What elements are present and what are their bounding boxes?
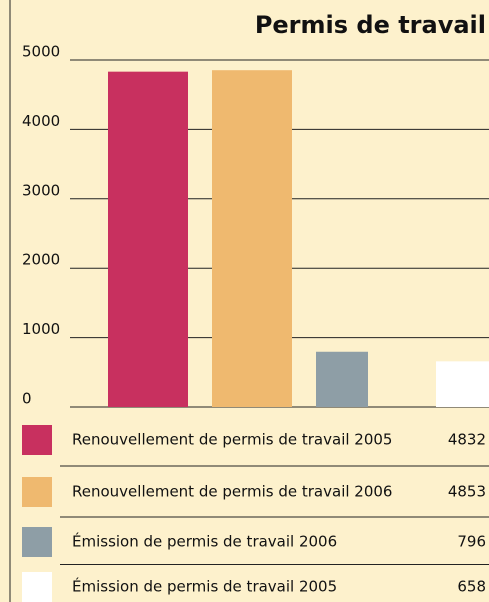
bar — [108, 71, 188, 407]
legend-label: Renouvellement de permis de travail 2006 — [72, 483, 392, 501]
legend-label: Émission de permis de travail 2005 — [72, 577, 337, 596]
legend-value: 658 — [457, 578, 486, 596]
legend-swatch — [22, 425, 52, 455]
y-tick-label: 5000 — [22, 43, 60, 61]
y-tick-label: 0 — [22, 390, 32, 408]
bar — [212, 70, 292, 408]
y-tick-label: 2000 — [22, 251, 60, 269]
legend-swatch — [22, 477, 52, 507]
bar — [316, 351, 368, 407]
legend-label: Émission de permis de travail 2006 — [72, 532, 337, 551]
y-tick-label: 4000 — [22, 112, 60, 130]
y-tick-label: 3000 — [22, 181, 60, 199]
legend-swatch — [22, 527, 52, 557]
chart-title: Permis de travail — [255, 11, 486, 39]
y-tick-label: 1000 — [22, 320, 60, 338]
legend-label: Renouvellement de permis de travail 2005 — [72, 431, 392, 449]
legend-value: 4832 — [448, 431, 486, 449]
legend-swatch — [22, 572, 52, 602]
legend-value: 796 — [457, 533, 486, 551]
bar — [436, 361, 489, 407]
legend-value: 4853 — [448, 483, 486, 501]
